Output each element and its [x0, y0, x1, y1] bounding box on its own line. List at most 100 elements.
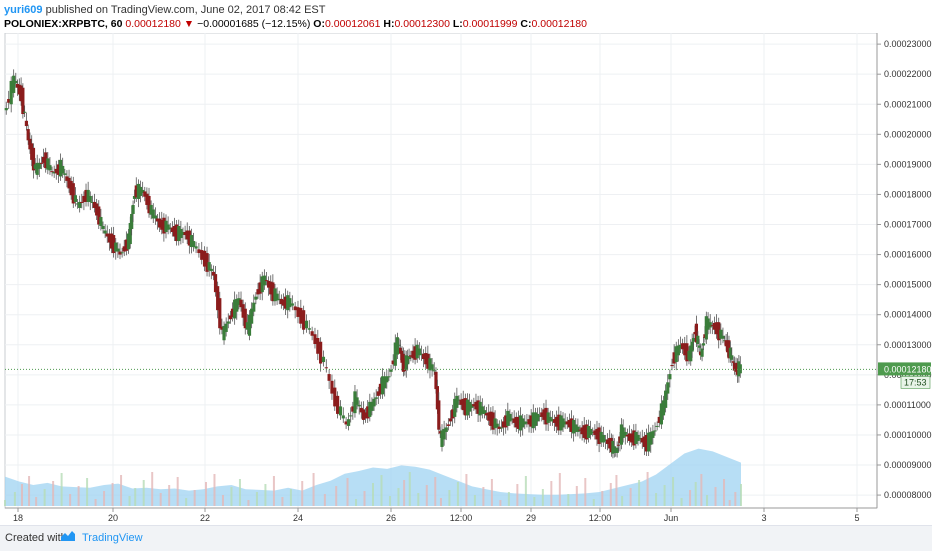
volume-bar — [312, 473, 315, 506]
close-value: 0.00012180 — [531, 18, 587, 30]
last-price: 0.00012180 — [125, 18, 181, 30]
candle-body — [487, 412, 491, 421]
candle-body — [489, 411, 493, 426]
candle-body — [359, 407, 363, 413]
volume-bar — [448, 490, 451, 506]
candle-body — [731, 361, 735, 363]
candle-body — [241, 304, 245, 318]
candle-body — [54, 168, 58, 174]
volume-bar — [533, 497, 536, 506]
candle-body — [21, 87, 25, 115]
candle-body — [710, 325, 714, 327]
candle-body — [664, 390, 668, 408]
candle-body — [472, 404, 476, 407]
candle-body — [250, 308, 254, 324]
candle-body — [627, 433, 632, 441]
candle-body — [183, 232, 187, 236]
candle-body — [430, 364, 434, 371]
candle-body — [576, 426, 580, 432]
candle-body — [170, 227, 174, 233]
candle-body — [302, 310, 306, 330]
candle-body — [383, 376, 387, 389]
price-change: −0.00001685 (−12.15%) — [197, 18, 311, 30]
x-tick-label: 24 — [293, 513, 303, 523]
x-tick-label: 12:00 — [589, 513, 612, 523]
author-link[interactable]: yuri609 — [4, 4, 43, 16]
candle-body — [333, 387, 337, 407]
candle-body — [69, 180, 73, 196]
candle-body — [422, 353, 426, 360]
candle-body — [455, 395, 459, 408]
candle-body — [63, 173, 67, 175]
candle-body — [361, 409, 366, 420]
volume-bar — [700, 474, 703, 506]
volume-bar — [142, 480, 145, 506]
volume-bar — [346, 478, 349, 506]
volume-bar — [69, 494, 72, 506]
candle-body — [393, 342, 397, 366]
volume-bar — [592, 499, 595, 506]
candle-body — [687, 350, 691, 360]
candle-body — [630, 433, 634, 443]
candle-body — [7, 98, 11, 103]
candle-body — [50, 171, 54, 173]
candle-body — [230, 308, 235, 317]
volume-bar — [714, 487, 717, 506]
candle-body — [271, 282, 275, 302]
candle-body — [158, 218, 162, 228]
candle-body — [582, 425, 586, 438]
candle-body — [189, 235, 194, 248]
candle-body — [286, 295, 290, 311]
candle-body — [690, 341, 694, 352]
volume-bar — [281, 497, 284, 506]
candle-body — [126, 233, 131, 250]
candle-body — [480, 406, 484, 414]
candle-body — [194, 246, 198, 249]
candle-body — [205, 253, 209, 272]
candle-body — [717, 322, 721, 341]
candle-body — [385, 376, 389, 383]
candle-body — [538, 415, 542, 417]
candle-body — [666, 382, 670, 394]
candle-body — [262, 275, 266, 286]
candle-body — [474, 401, 478, 410]
volume-bar — [323, 494, 326, 506]
price-chart[interactable]: 0.00023000 0.00022000 0.00021000 0.00020000… — [0, 32, 932, 525]
candle-body — [222, 325, 226, 341]
volume-bar — [473, 495, 476, 506]
candle-body — [17, 84, 21, 95]
volume-bar — [507, 492, 510, 506]
candle-body — [41, 156, 46, 163]
candle-body — [463, 398, 467, 416]
candle-body — [569, 418, 574, 432]
candle-body — [336, 395, 340, 414]
candle-body — [696, 335, 700, 345]
candle-body — [674, 346, 678, 363]
candle-body — [683, 343, 687, 356]
candle-body — [288, 298, 292, 308]
candle-body — [535, 413, 540, 422]
candle-body — [128, 223, 132, 245]
candle-body — [374, 397, 378, 399]
candle-body — [260, 276, 264, 293]
volume-bar — [335, 486, 338, 506]
symbol-label: POLONIEX:XRPBTC, 60 — [4, 18, 123, 30]
volume-bar — [465, 474, 468, 506]
volume-bar — [482, 487, 485, 506]
candle-body — [719, 329, 723, 339]
volume-bar — [740, 484, 742, 506]
tradingview-brand-link[interactable]: TradingView — [82, 532, 143, 544]
candle-body — [529, 415, 533, 427]
candle-body — [71, 183, 75, 204]
candle-body — [432, 370, 436, 372]
candle-body — [273, 288, 277, 302]
candle-body — [118, 251, 122, 255]
volume-bar — [185, 498, 188, 506]
volume-bar — [723, 479, 726, 506]
candle-body — [706, 318, 710, 330]
chart-area[interactable]: 0.00023000 0.00022000 0.00021000 0.00020000… — [0, 32, 932, 525]
volume-bar — [255, 492, 258, 506]
candle-body — [632, 430, 636, 446]
candle-body — [310, 331, 314, 336]
tradingview-logo-icon[interactable] — [60, 529, 76, 543]
